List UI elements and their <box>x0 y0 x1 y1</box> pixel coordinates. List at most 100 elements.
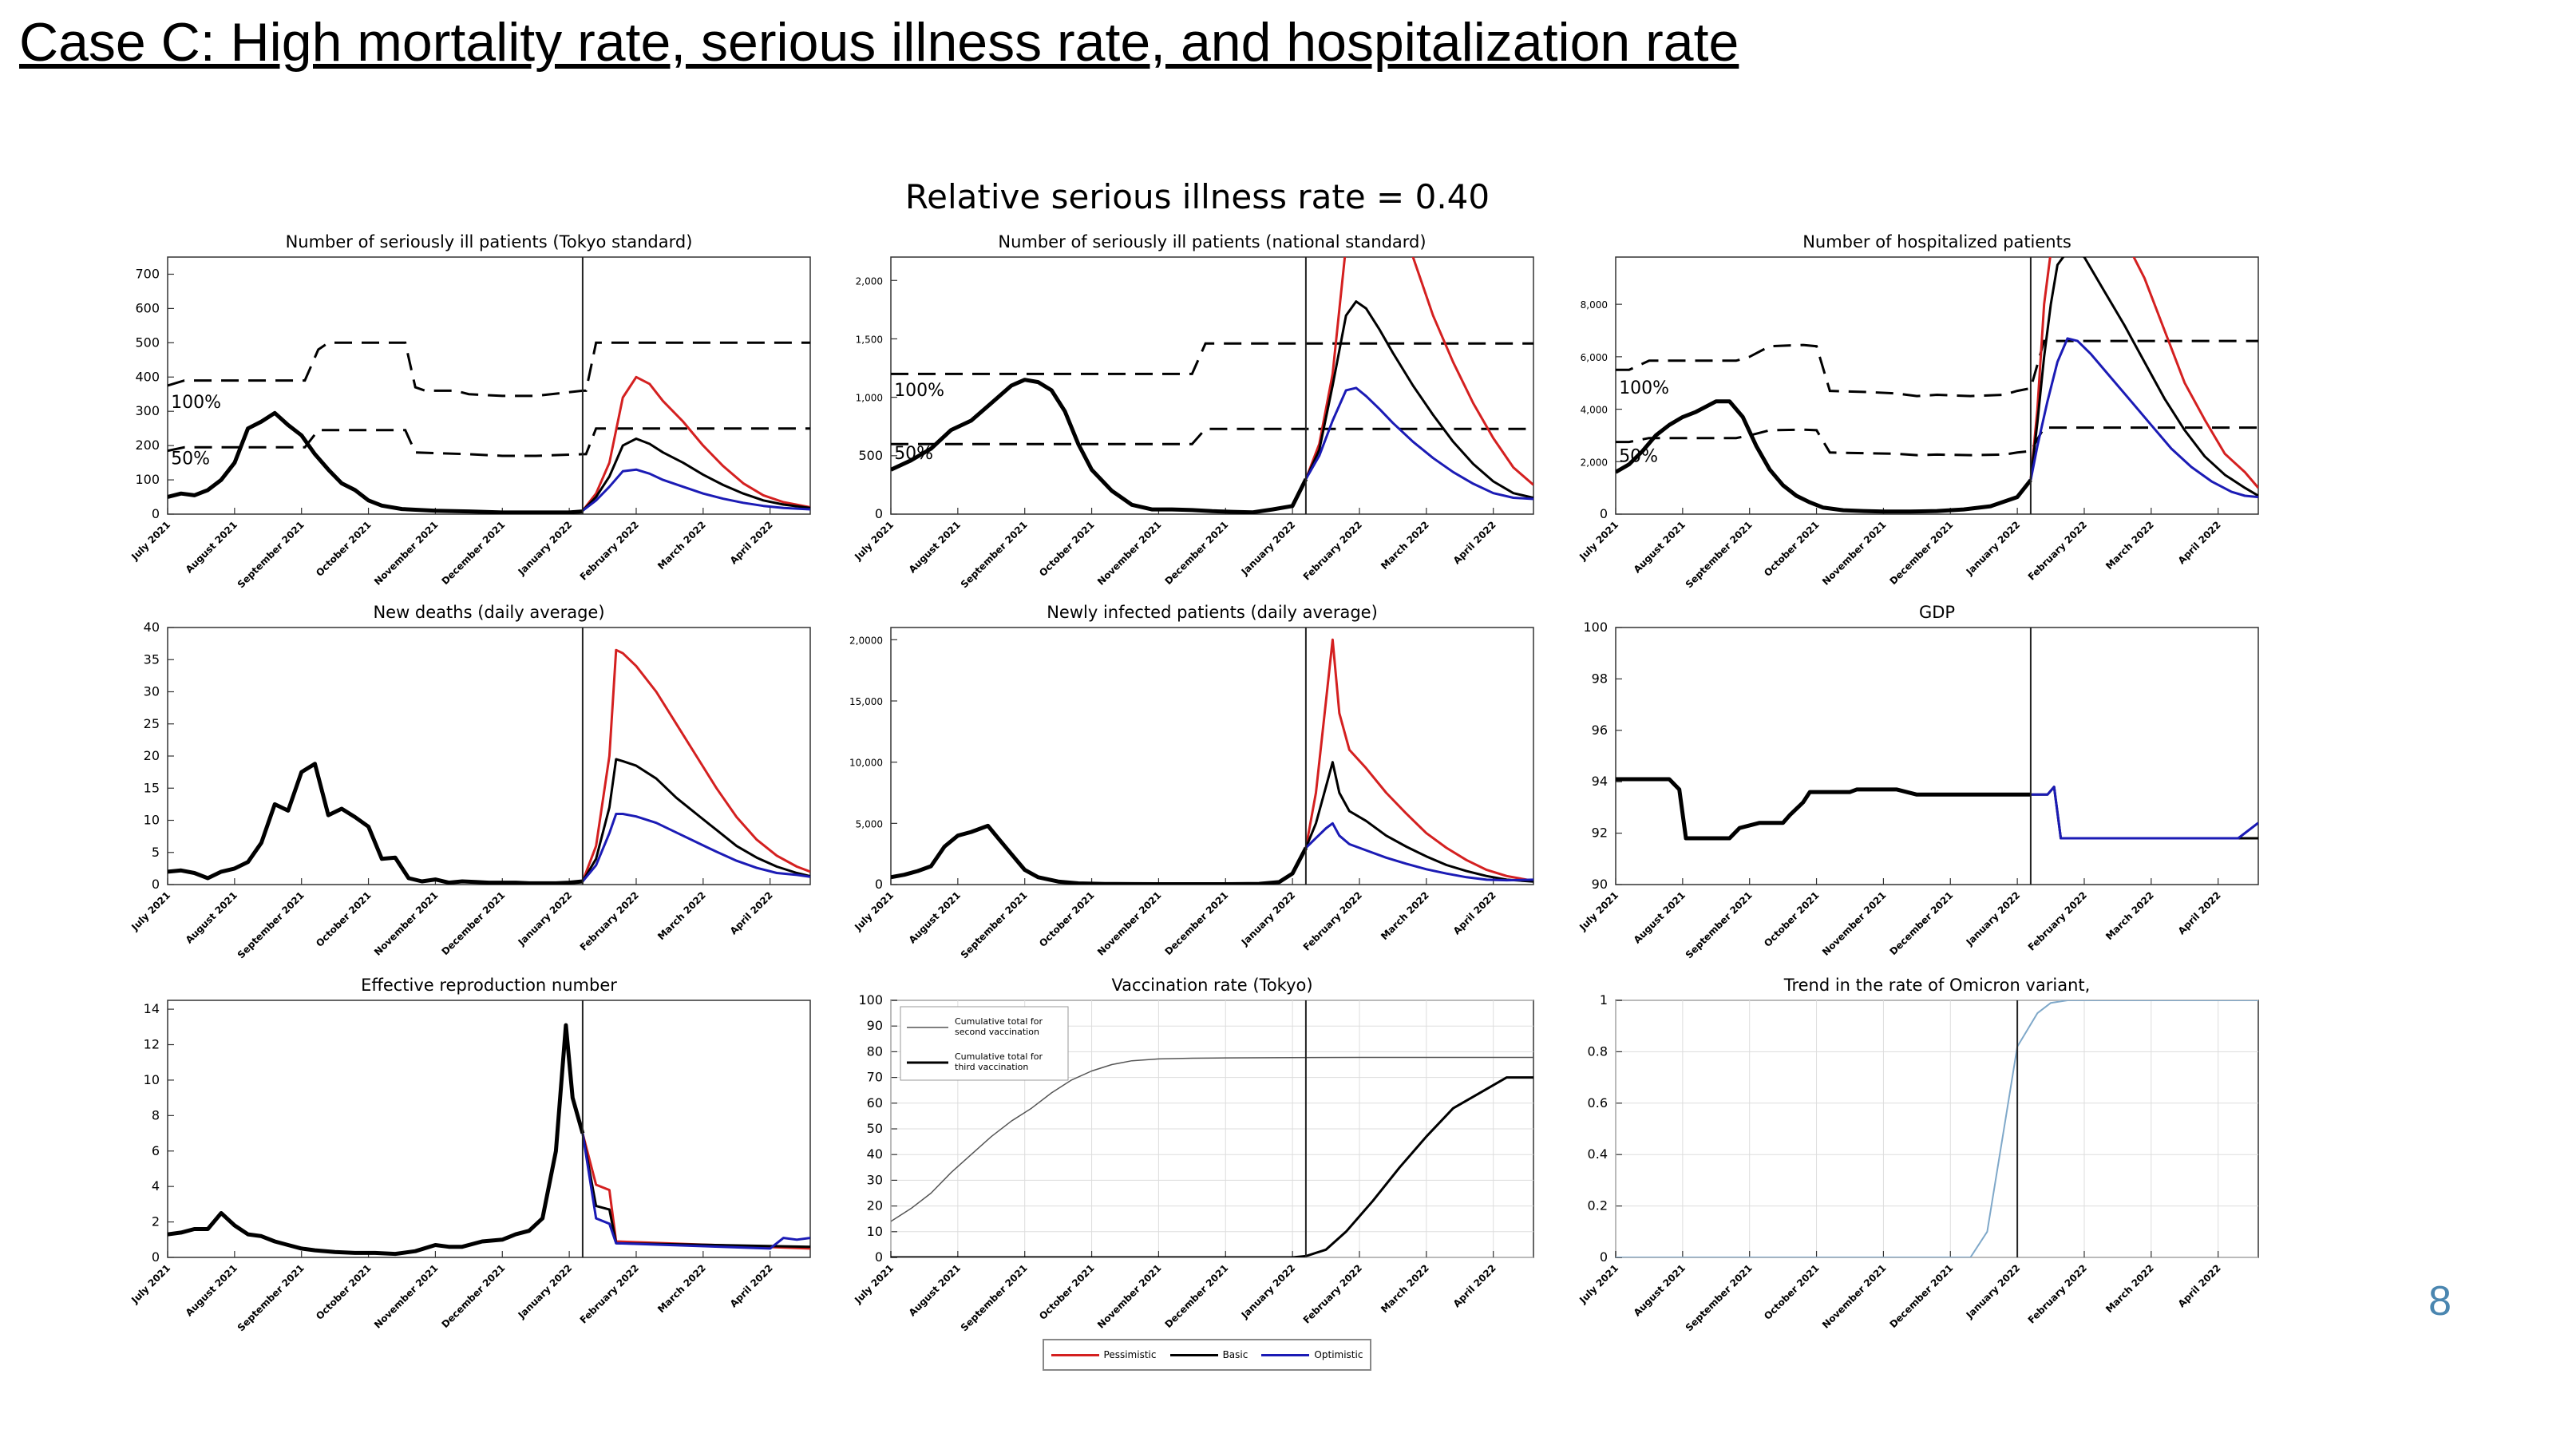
threshold-label: 50% <box>1619 446 1658 466</box>
chart-panel-3: Number of hospitalized patients 0 2,000 4,0… <box>1577 232 2259 590</box>
y-tick-label: 10 <box>144 813 160 828</box>
y-tick-label: 1,500 <box>856 334 883 345</box>
x-tick-label: March 2022 <box>1379 889 1431 942</box>
series-line-pessimistic <box>1304 638 1533 882</box>
plot-frame <box>890 627 1534 885</box>
y-tick-label: 10 <box>144 1072 160 1087</box>
y-tick-label: 14 <box>144 1001 160 1016</box>
x-tick-label: March 2022 <box>655 1262 708 1315</box>
x-tick-label: August 2021 <box>184 889 239 945</box>
x-tick-label: January 2022 <box>1239 1262 1298 1321</box>
series-line-history <box>168 410 584 514</box>
plot-frame <box>1615 627 2259 885</box>
series-line-optimistic <box>581 1133 810 1250</box>
series-line-pessimistic <box>581 375 810 512</box>
series-line-basic <box>1304 761 1533 883</box>
x-tick-label: October 2021 <box>1762 889 1822 949</box>
y-tick-label: 35 <box>144 651 160 667</box>
y-tick-label: 15,000 <box>849 696 883 707</box>
y-tick-label: 98 <box>1592 671 1608 686</box>
legend-label-basic: Basic <box>1222 1349 1248 1360</box>
y-tick-label: 0 <box>875 877 883 892</box>
series-line-pessimistic <box>581 648 810 882</box>
x-tick-label: February 2022 <box>1301 889 1364 952</box>
chart-title: Number of seriously ill patients (Tokyo … <box>286 232 693 251</box>
y-tick-label: 92 <box>1592 825 1608 841</box>
chart-panel-8: Vaccination rate (Tokyo) 0 10 20 30 40 50 60 70 8… <box>852 976 1534 1333</box>
x-tick-label: January 2022 <box>516 1262 575 1321</box>
x-tick-label: November 2021 <box>1095 889 1164 958</box>
x-tick-label: April 2022 <box>1451 1262 1498 1309</box>
chart-panel-1: Number of seriously ill patients (Tokyo … <box>129 232 811 590</box>
chart-title: Trend in the rate of Omicron variant, <box>1783 976 2091 995</box>
plot-area <box>891 1056 1533 1257</box>
x-tick-label: December 2021 <box>1887 889 1955 957</box>
x-tick-label: March 2022 <box>1379 1262 1431 1315</box>
x-tick-label: November 2021 <box>1820 1262 1889 1331</box>
y-tick-label: 50 <box>867 1121 883 1136</box>
plot-area <box>891 638 1533 885</box>
threshold-line <box>1616 339 2258 398</box>
x-tick-label: September 2021 <box>235 1262 307 1333</box>
chart-title: Effective reproduction number <box>361 976 617 995</box>
x-tick-label: July 2021 <box>852 519 896 563</box>
x-tick-label: February 2022 <box>578 1262 641 1325</box>
y-tick-label: 90 <box>1592 877 1608 892</box>
y-tick-label: 8 <box>152 1107 160 1122</box>
x-tick-label: September 2021 <box>1684 889 1755 960</box>
y-tick-label: 96 <box>1592 723 1608 738</box>
x-tick-label: April 2022 <box>2176 889 2223 936</box>
chart-panel-2: Number of seriously ill patients (nation… <box>852 232 1534 590</box>
y-tick-label: 400 <box>135 369 160 384</box>
x-tick-label: August 2021 <box>1632 889 1688 945</box>
legend-item-optimistic: Optimistic <box>1261 1349 1363 1360</box>
x-tick-label: July 2021 <box>129 1262 172 1306</box>
x-tick-label: December 2021 <box>1887 1262 1955 1330</box>
series-line-history <box>168 762 584 885</box>
x-tick-label: August 2021 <box>1632 519 1688 575</box>
y-tick-label: 0 <box>1600 1249 1608 1265</box>
x-tick-label: April 2022 <box>728 1262 775 1309</box>
y-tick-label: 40 <box>144 620 160 635</box>
scenario-legend: Pessimistic Basic Optimistic <box>1043 1339 1371 1371</box>
x-tick-label: October 2021 <box>1762 1262 1822 1322</box>
x-tick-label: July 2021 <box>1577 519 1620 563</box>
plot-area <box>168 648 810 885</box>
x-tick-label: January 2022 <box>516 889 575 948</box>
threshold-label: 50% <box>894 444 933 464</box>
y-tick-label: 20 <box>867 1198 883 1213</box>
y-tick-label: 0.4 <box>1588 1146 1608 1162</box>
y-tick-label: 40 <box>867 1146 883 1162</box>
x-tick-label: September 2021 <box>959 519 1030 590</box>
plot-frame <box>1615 256 2259 515</box>
y-tick-label: 12 <box>144 1037 160 1052</box>
chart-title: Number of hospitalized patients <box>1802 232 2071 251</box>
y-tick-label: 200 <box>135 437 160 453</box>
inner-legend-label: Cumulative total for second vaccination <box>955 1016 1043 1037</box>
y-tick-label: 70 <box>867 1070 883 1085</box>
y-tick-label: 2,0000 <box>849 635 883 646</box>
plot-area <box>891 257 1533 514</box>
x-tick-label: February 2022 <box>2026 889 2089 952</box>
chart-panel-6: GDP 90 92 94 96 98 100 July 2021 August 2021Sept… <box>1577 603 2259 960</box>
series-line-optimistic <box>1304 821 1533 882</box>
x-tick-label: February 2022 <box>2026 519 2089 582</box>
chart-panel-7: Effective reproduction number 0 2 4 6 8 10 12 14… <box>129 976 811 1333</box>
series-line-pessimistic <box>2029 257 2258 489</box>
plot-frame <box>890 256 1534 515</box>
x-tick-label: March 2022 <box>2103 1262 2156 1315</box>
x-tick-label: February 2022 <box>2026 1262 2089 1325</box>
series-line-history <box>1616 777 2031 841</box>
x-tick-label: August 2021 <box>907 1262 963 1318</box>
chart-title: GDP <box>1919 603 1955 622</box>
y-tick-label: 2,000 <box>1581 457 1608 468</box>
plot-area <box>1616 777 2258 841</box>
threshold-label: 100% <box>1619 378 1669 398</box>
y-tick-label: 0.6 <box>1588 1095 1608 1111</box>
chart-title: Newly infected patients (daily average) <box>1047 603 1378 622</box>
plot-frame <box>167 627 811 885</box>
y-tick-label: 4 <box>152 1178 160 1194</box>
x-tick-label: February 2022 <box>1301 1262 1364 1325</box>
series-line-history <box>1616 399 2032 514</box>
x-tick-label: July 2021 <box>852 889 896 933</box>
